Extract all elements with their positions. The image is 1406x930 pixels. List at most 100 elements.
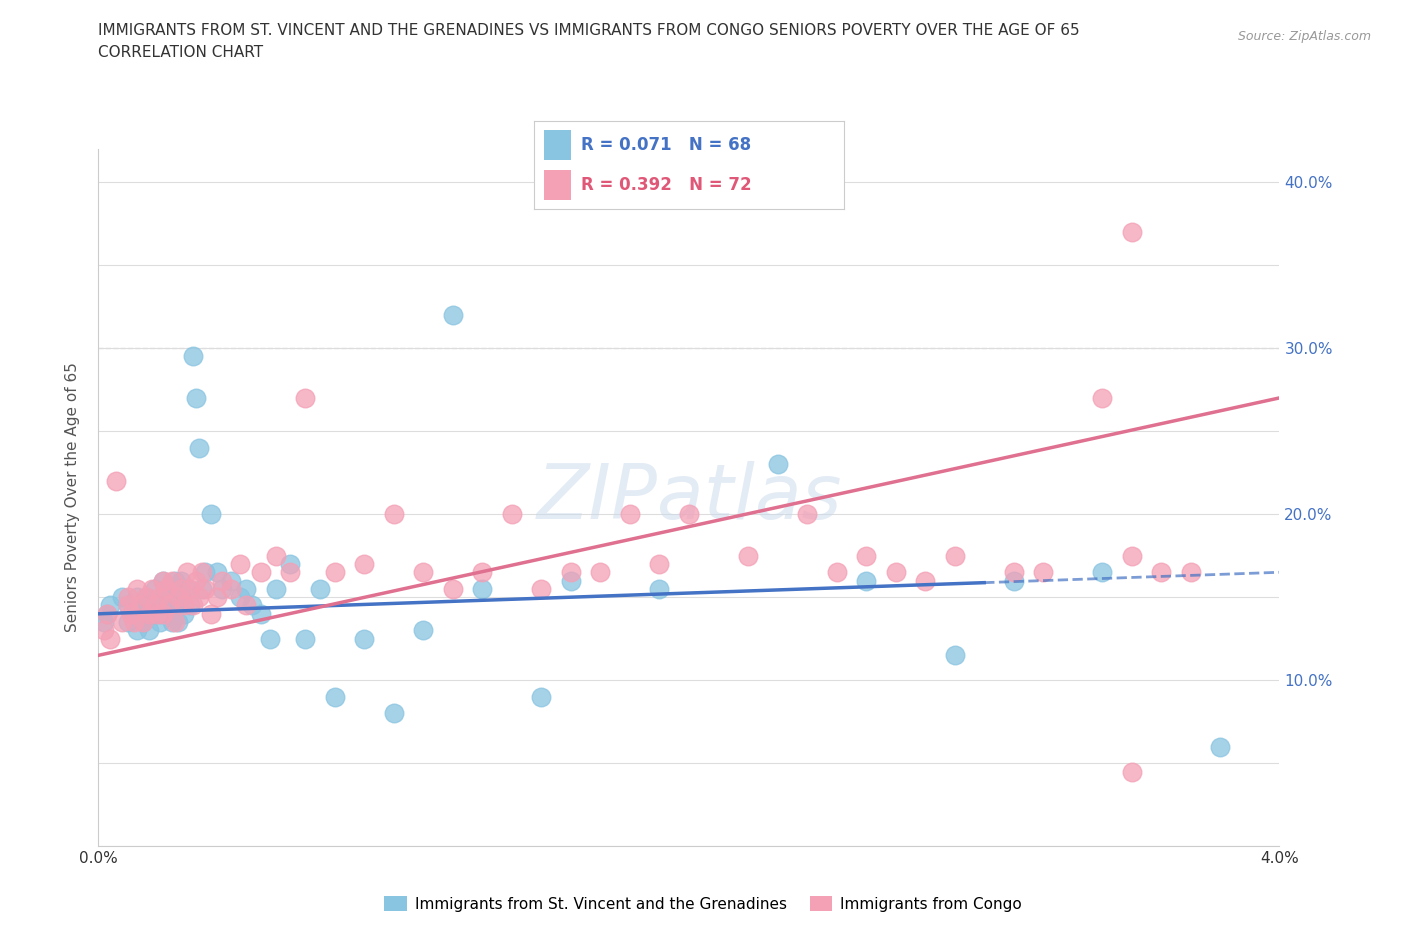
Point — [141, 581, 163, 596]
Point — [152, 573, 174, 588]
Point — [122, 606, 145, 621]
Point — [1121, 224, 1143, 239]
Point — [200, 507, 222, 522]
Point — [167, 598, 190, 613]
Point — [250, 606, 273, 621]
Point — [441, 581, 464, 596]
Text: R = 0.392   N = 72: R = 0.392 N = 72 — [581, 177, 751, 194]
Point — [914, 573, 936, 588]
Point — [135, 606, 157, 621]
Point — [105, 473, 128, 488]
Point — [382, 706, 405, 721]
Point — [294, 631, 316, 646]
Point — [323, 689, 346, 704]
Point — [179, 581, 201, 596]
Point — [141, 598, 163, 613]
Point — [229, 556, 252, 571]
Point — [152, 606, 174, 621]
Point — [619, 507, 641, 522]
Point — [128, 598, 150, 613]
Point — [200, 606, 222, 621]
Point — [235, 598, 257, 613]
Point — [93, 623, 115, 638]
Point — [412, 565, 434, 579]
Point — [96, 606, 118, 621]
Point — [194, 581, 217, 596]
Point — [471, 581, 494, 596]
Point — [229, 590, 252, 604]
Point — [235, 581, 257, 596]
Text: IMMIGRANTS FROM ST. VINCENT AND THE GRENADINES VS IMMIGRANTS FROM CONGO SENIORS : IMMIGRANTS FROM ST. VINCENT AND THE GREN… — [98, 23, 1080, 38]
Point — [501, 507, 523, 522]
Point — [111, 590, 134, 604]
Point — [1002, 573, 1025, 588]
Point — [98, 631, 121, 646]
Point — [353, 631, 375, 646]
Point — [737, 549, 759, 564]
Point — [96, 606, 118, 621]
Point — [170, 573, 193, 588]
Point — [353, 556, 375, 571]
Point — [589, 565, 612, 579]
Point — [162, 573, 183, 588]
Point — [143, 598, 166, 613]
Point — [943, 648, 966, 663]
Point — [135, 590, 157, 604]
Point — [294, 391, 316, 405]
Point — [205, 565, 228, 579]
Point — [143, 606, 166, 621]
Point — [264, 549, 287, 564]
Point — [1091, 565, 1114, 579]
Point — [191, 565, 214, 579]
Point — [308, 581, 332, 596]
Point — [219, 573, 242, 588]
Point — [143, 581, 166, 596]
Point — [98, 598, 121, 613]
Point — [125, 590, 148, 604]
Point — [152, 573, 174, 588]
Point — [211, 573, 233, 588]
Text: CORRELATION CHART: CORRELATION CHART — [98, 45, 263, 60]
Text: ZIPatlas: ZIPatlas — [536, 460, 842, 535]
Point — [155, 581, 177, 596]
Point — [117, 598, 139, 613]
Point — [205, 590, 228, 604]
Point — [766, 457, 789, 472]
Point — [173, 606, 195, 621]
Legend: Immigrants from St. Vincent and the Grenadines, Immigrants from Congo: Immigrants from St. Vincent and the Gren… — [378, 889, 1028, 918]
Point — [170, 590, 193, 604]
Point — [173, 598, 195, 613]
Point — [162, 615, 183, 630]
Point — [152, 590, 174, 604]
Point — [157, 581, 180, 596]
Point — [194, 565, 217, 579]
Point — [240, 598, 263, 613]
Point — [167, 590, 190, 604]
Point — [278, 565, 302, 579]
Point — [187, 590, 209, 604]
Point — [796, 507, 818, 522]
Point — [412, 623, 434, 638]
Point — [250, 565, 273, 579]
Point — [125, 623, 148, 638]
Point — [1091, 391, 1114, 405]
Point — [120, 606, 142, 621]
Point — [855, 573, 877, 588]
Point — [132, 615, 155, 630]
Point — [132, 615, 155, 630]
Point — [382, 507, 405, 522]
Point — [162, 590, 183, 604]
FancyBboxPatch shape — [544, 170, 571, 201]
Point — [117, 615, 139, 630]
Point — [149, 606, 172, 621]
Point — [138, 606, 160, 621]
Text: Source: ZipAtlas.com: Source: ZipAtlas.com — [1237, 30, 1371, 43]
Point — [471, 565, 494, 579]
Point — [1121, 549, 1143, 564]
Point — [155, 598, 177, 613]
Point — [855, 549, 877, 564]
Point — [943, 549, 966, 564]
Point — [128, 598, 150, 613]
Point — [184, 391, 207, 405]
Point — [181, 349, 204, 364]
